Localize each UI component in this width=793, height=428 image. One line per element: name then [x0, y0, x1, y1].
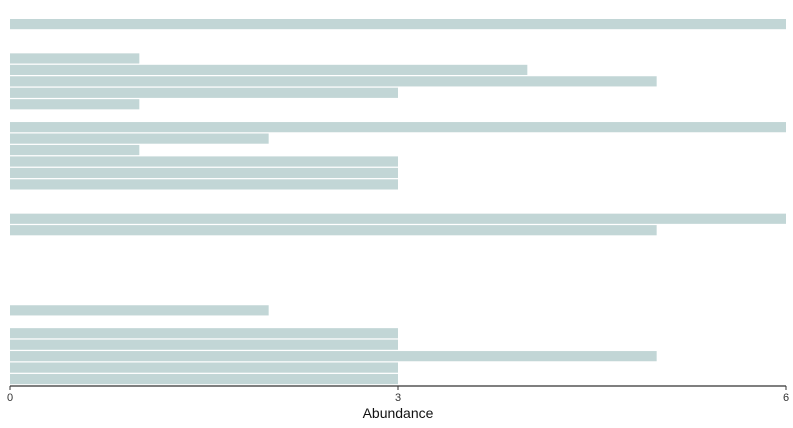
- bar: [10, 156, 398, 166]
- bar: [10, 19, 786, 29]
- bar: [10, 76, 657, 86]
- bar: [10, 214, 786, 224]
- bar: [10, 179, 398, 189]
- bar: [10, 363, 398, 373]
- bar: [10, 145, 139, 155]
- bar: [10, 134, 269, 144]
- bar: [10, 374, 398, 384]
- bar: [10, 328, 398, 338]
- bar: [10, 305, 269, 315]
- x-tick-label: 6: [783, 392, 789, 404]
- x-tick-label: 3: [395, 392, 401, 404]
- x-tick-label: 0: [7, 392, 13, 404]
- bar: [10, 340, 398, 350]
- bar: [10, 65, 527, 75]
- x-axis-title: Abundance: [363, 405, 434, 421]
- bar: [10, 225, 657, 235]
- bar: [10, 99, 139, 109]
- x-axis-ticks: 0 3 6: [7, 386, 789, 404]
- bar: [10, 168, 398, 178]
- bar: [10, 88, 398, 98]
- bar: [10, 122, 786, 132]
- bar: [10, 351, 657, 361]
- bar: [10, 53, 139, 63]
- bars-group: [10, 19, 786, 384]
